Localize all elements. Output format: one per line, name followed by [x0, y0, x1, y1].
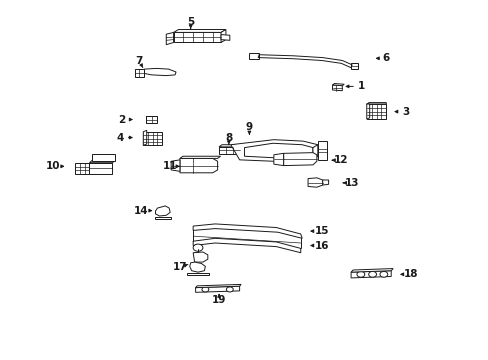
Polygon shape — [366, 103, 386, 104]
Text: 16: 16 — [314, 240, 328, 251]
Polygon shape — [312, 145, 317, 157]
Polygon shape — [195, 284, 241, 288]
Circle shape — [356, 271, 364, 277]
Text: 17: 17 — [172, 262, 187, 272]
Polygon shape — [221, 30, 225, 42]
Text: 4: 4 — [116, 132, 123, 143]
Polygon shape — [186, 273, 209, 275]
Polygon shape — [332, 85, 342, 91]
Text: 1: 1 — [358, 81, 365, 91]
Polygon shape — [307, 178, 322, 187]
Polygon shape — [155, 206, 170, 216]
Text: 9: 9 — [245, 122, 252, 132]
Polygon shape — [239, 145, 242, 154]
Polygon shape — [193, 224, 302, 238]
Polygon shape — [193, 238, 300, 253]
Text: 14: 14 — [133, 206, 148, 216]
Text: 8: 8 — [225, 132, 232, 143]
Polygon shape — [230, 140, 317, 161]
Polygon shape — [219, 147, 239, 154]
Polygon shape — [154, 217, 171, 219]
Polygon shape — [221, 35, 229, 40]
Text: 6: 6 — [382, 53, 389, 63]
Polygon shape — [366, 104, 386, 119]
Polygon shape — [249, 53, 259, 59]
Text: 13: 13 — [344, 178, 359, 188]
Polygon shape — [332, 84, 344, 86]
Polygon shape — [350, 269, 392, 272]
Circle shape — [226, 287, 233, 292]
Polygon shape — [219, 145, 242, 147]
Polygon shape — [350, 63, 357, 69]
Polygon shape — [317, 141, 326, 160]
Polygon shape — [89, 161, 115, 163]
Text: 2: 2 — [118, 114, 124, 125]
Circle shape — [193, 244, 203, 251]
Polygon shape — [283, 153, 316, 166]
Polygon shape — [89, 163, 112, 174]
Text: 5: 5 — [187, 17, 194, 27]
Polygon shape — [173, 32, 221, 42]
Polygon shape — [189, 262, 205, 272]
Polygon shape — [143, 132, 162, 145]
Polygon shape — [75, 163, 89, 174]
Polygon shape — [135, 69, 143, 77]
Circle shape — [379, 271, 387, 277]
Polygon shape — [143, 130, 146, 145]
Polygon shape — [273, 153, 283, 166]
Polygon shape — [193, 252, 207, 262]
Text: 19: 19 — [211, 294, 226, 305]
Polygon shape — [173, 30, 225, 32]
Text: 18: 18 — [403, 269, 417, 279]
Polygon shape — [166, 32, 173, 45]
Polygon shape — [180, 158, 217, 173]
Text: 15: 15 — [314, 226, 328, 236]
Polygon shape — [195, 286, 239, 292]
Circle shape — [202, 287, 208, 292]
Text: 10: 10 — [45, 161, 60, 171]
Polygon shape — [146, 116, 157, 123]
Polygon shape — [350, 271, 390, 278]
Polygon shape — [144, 68, 176, 76]
Text: 12: 12 — [333, 155, 348, 165]
Circle shape — [368, 271, 376, 277]
Polygon shape — [171, 160, 180, 171]
Polygon shape — [366, 103, 369, 119]
Polygon shape — [92, 154, 115, 161]
Polygon shape — [244, 143, 312, 158]
Polygon shape — [180, 156, 220, 158]
Text: 7: 7 — [135, 56, 143, 66]
Text: 3: 3 — [402, 107, 408, 117]
Text: 11: 11 — [163, 161, 177, 171]
Polygon shape — [322, 180, 328, 185]
